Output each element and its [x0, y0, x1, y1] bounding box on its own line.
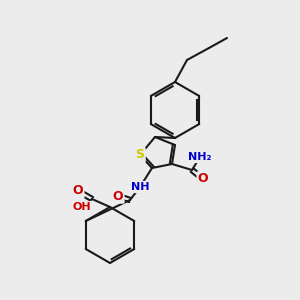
- Text: O: O: [198, 172, 208, 185]
- Text: S: S: [136, 148, 145, 161]
- Text: OH: OH: [73, 202, 91, 212]
- Text: O: O: [73, 184, 83, 197]
- Text: NH: NH: [131, 182, 149, 192]
- Text: NH₂: NH₂: [188, 152, 212, 162]
- Text: O: O: [113, 190, 123, 202]
